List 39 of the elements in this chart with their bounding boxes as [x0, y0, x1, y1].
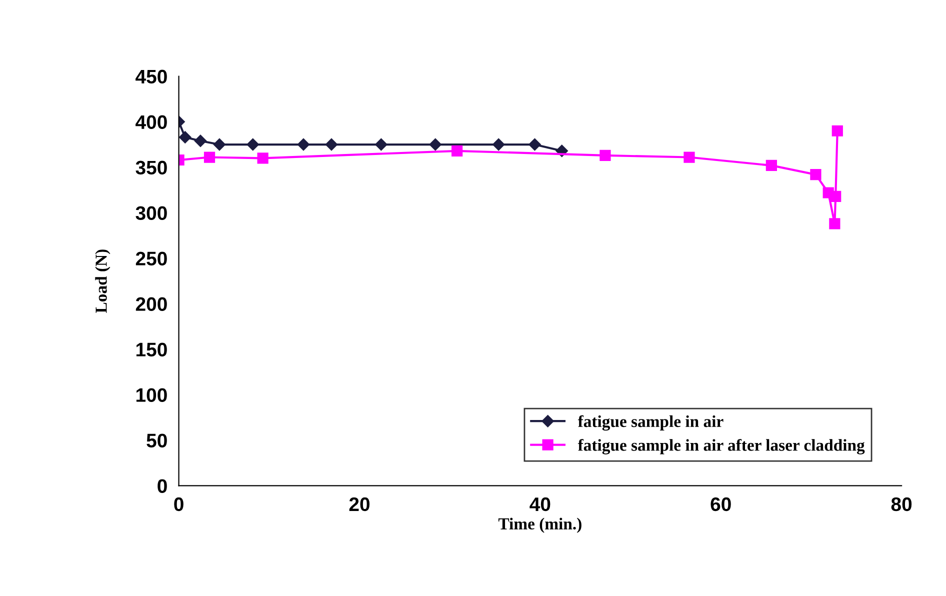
y-tick-label: 450	[136, 70, 167, 84]
point	[429, 138, 442, 151]
y-tick-label: 350	[136, 160, 167, 175]
legend-label: fatigue sample in air	[578, 415, 724, 431]
point	[375, 138, 388, 151]
point	[528, 138, 541, 151]
point	[297, 138, 310, 151]
y-tick-label: 400	[136, 115, 167, 130]
point	[325, 138, 338, 151]
point	[213, 138, 226, 151]
y-axis-title: Load (N)	[95, 250, 110, 313]
point	[492, 138, 505, 151]
point	[257, 152, 268, 164]
x-tick-label: 40	[530, 497, 550, 512]
point	[600, 150, 611, 162]
y-tick-label: 100	[136, 388, 167, 402]
point	[829, 218, 840, 230]
point	[832, 125, 843, 136]
point	[684, 152, 695, 163]
x-tick-label: 20	[349, 497, 370, 512]
x-tick-label: 60	[710, 497, 731, 512]
point	[204, 152, 216, 163]
y-tick-label: 250	[136, 252, 167, 266]
point	[830, 190, 842, 202]
point	[766, 160, 777, 172]
x-tick-label: 80	[891, 497, 912, 512]
point	[451, 145, 463, 156]
y-tick-label: 300	[136, 206, 167, 220]
legend-label: fatigue sample in air after laser cladding	[578, 438, 865, 454]
y-tick-label: 150	[136, 342, 167, 356]
y-tick-label: 0	[158, 479, 167, 493]
y-tick-label: 50	[146, 434, 167, 448]
x-axis-title: Time (min.)	[498, 518, 582, 533]
point	[179, 131, 192, 144]
point	[194, 134, 207, 147]
point	[246, 138, 259, 151]
x-tick-label: 0	[174, 497, 184, 512]
y-tick-label: 200	[136, 297, 167, 311]
point	[810, 169, 822, 180]
